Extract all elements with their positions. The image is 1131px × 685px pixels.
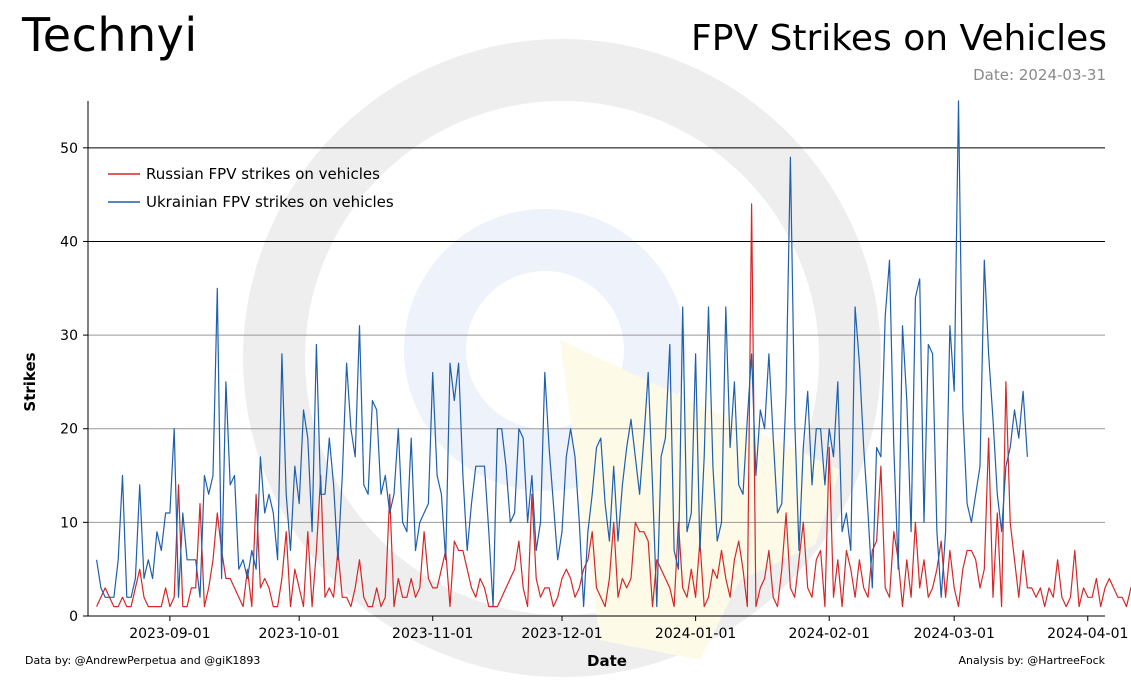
russian-series-line bbox=[96, 203, 1131, 608]
legend-label-1: Ukrainian FPV strikes on vehicles bbox=[146, 193, 394, 211]
x-tick-label-5: 2024-02-01 bbox=[789, 626, 870, 642]
watermark-cursor bbox=[560, 340, 840, 660]
x-tick-label-7: 2024-04-01 bbox=[1047, 626, 1128, 642]
date-value: 2024-03-31 bbox=[1018, 66, 1106, 84]
y-tick-label-0: 0 bbox=[69, 609, 78, 625]
x-tick-label-6: 2024-03-01 bbox=[913, 626, 994, 642]
x-tick-label-4: 2024-01-01 bbox=[655, 626, 736, 642]
x-tick-label-2: 2023-11-01 bbox=[392, 626, 473, 642]
y-axis-label: Strikes bbox=[21, 352, 39, 411]
y-tick-label-50: 50 bbox=[60, 141, 78, 157]
legend-label-0: Russian FPV strikes on vehicles bbox=[146, 165, 380, 183]
watermark-inner-ring bbox=[404, 209, 686, 491]
y-tick-label-30: 30 bbox=[60, 328, 78, 344]
data-credit: Data by: @AndrewPerpetua and @giK1893 bbox=[25, 654, 261, 667]
y-tick-label-10: 10 bbox=[60, 515, 78, 531]
x-tick-label-3: 2023-12-01 bbox=[521, 626, 602, 642]
y-tick-label-40: 40 bbox=[60, 234, 78, 250]
analysis-credit: Analysis by: @HartreeFock bbox=[958, 654, 1105, 667]
chart-title: FPV Strikes on Vehicles bbox=[691, 18, 1107, 59]
watermark-ring bbox=[243, 39, 881, 677]
logo: Technyi bbox=[22, 8, 198, 62]
x-tick-label-0: 2023-09-01 bbox=[129, 626, 210, 642]
date-label: Date: bbox=[973, 66, 1015, 84]
y-tick-label-20: 20 bbox=[60, 422, 78, 438]
date-line: Date: 2024-03-31 bbox=[973, 66, 1106, 84]
ukrainian-series-line bbox=[96, 100, 1028, 608]
x-tick-label-1: 2023-10-01 bbox=[258, 626, 339, 642]
x-axis-label: Date bbox=[587, 652, 627, 670]
